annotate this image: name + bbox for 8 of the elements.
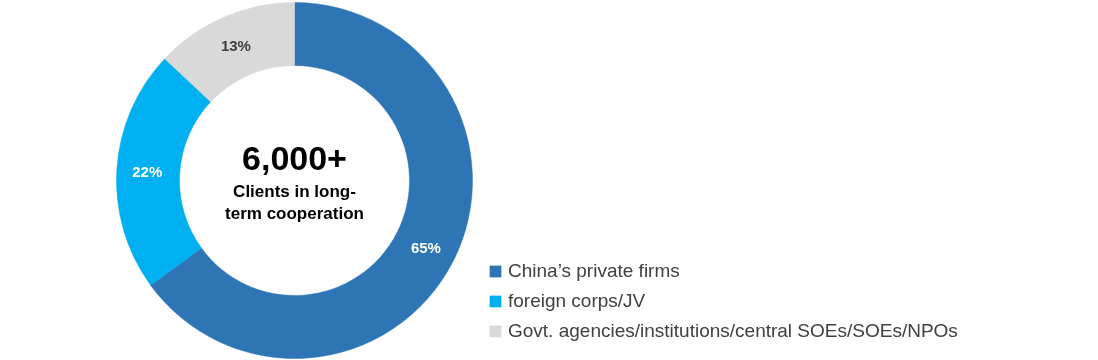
text: Clients in long- term cooperation: [225, 182, 364, 223]
legend-label: China’s private firms: [508, 260, 680, 282]
text: 6,000+: [242, 139, 347, 177]
legend-label: foreign corps/JV: [508, 290, 646, 312]
legend-label: Govt. agencies/institutions/central SOEs/SOEs/NPOs: [508, 320, 958, 342]
data-label: 22%: [132, 162, 163, 180]
data-label: 13%: [220, 36, 251, 54]
data-label: 65%: [410, 238, 441, 256]
